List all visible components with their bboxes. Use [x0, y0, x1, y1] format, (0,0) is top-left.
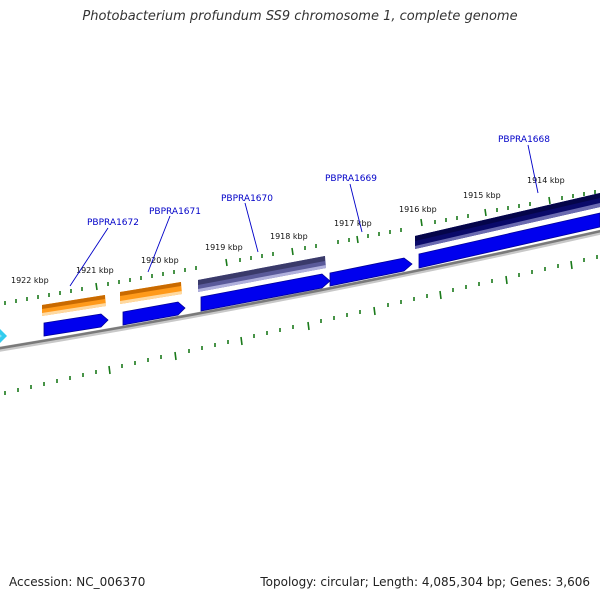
- cds-arrow[interactable]: [122, 301, 186, 326]
- gene-label-pbpra1669[interactable]: PBPRA1669: [325, 174, 377, 184]
- kbp-label: 1920 kbp: [141, 256, 179, 265]
- genome-summary-text: Topology: circular; Length: 4,085,304 bp…: [260, 575, 590, 589]
- gene-label-leader-lines: [69, 144, 539, 287]
- cds-arrow[interactable]: [418, 212, 600, 269]
- kbp-label: 1922 kbp: [11, 276, 49, 285]
- kbp-label: 1918 kbp: [270, 232, 308, 241]
- gene-label-pbpra1670[interactable]: PBPRA1670: [221, 194, 273, 204]
- kbp-label: 1921 kbp: [76, 266, 114, 275]
- gene-label-pbpra1672[interactable]: PBPRA1672: [87, 218, 139, 228]
- cds-arrow[interactable]: [43, 313, 109, 337]
- gene-label-pbpra1671[interactable]: PBPRA1671: [149, 207, 201, 217]
- kbp-label: 1917 kbp: [334, 219, 372, 228]
- kbp-label: 1914 kbp: [527, 176, 565, 185]
- outer-tick-ring: [4, 190, 596, 305]
- cds-arrow[interactable]: [200, 273, 331, 312]
- cds-arrow[interactable]: [329, 257, 413, 287]
- kbp-label: 1916 kbp: [399, 205, 437, 214]
- kbp-label: 1919 kbp: [205, 243, 243, 252]
- accession-text: Accession: NC_006370: [9, 575, 146, 589]
- kbp-label: 1915 kbp: [463, 191, 501, 200]
- inner-tick-ring: [4, 255, 598, 395]
- gene-label-pbpra1668[interactable]: PBPRA1668: [498, 135, 550, 145]
- map-title: Photobacterium profundum SS9 chromosome …: [82, 9, 518, 24]
- position-marker-icon[interactable]: [0, 329, 7, 343]
